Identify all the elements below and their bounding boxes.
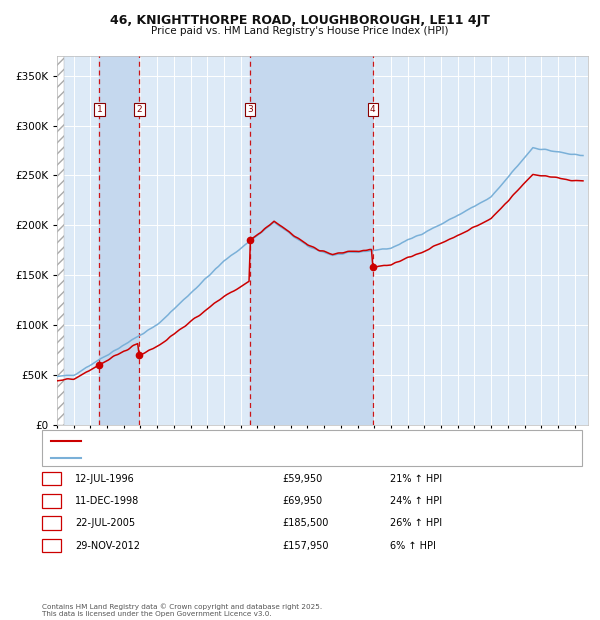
Text: 12-JUL-1996: 12-JUL-1996 bbox=[75, 474, 135, 484]
Text: 4: 4 bbox=[370, 105, 376, 114]
Text: 46, KNIGHTTHORPE ROAD, LOUGHBOROUGH, LE11 4JT (semi-detached house): 46, KNIGHTTHORPE ROAD, LOUGHBOROUGH, LE1… bbox=[85, 437, 424, 446]
Text: 4: 4 bbox=[49, 541, 55, 551]
Bar bbox=[250, 56, 373, 425]
Text: 29-NOV-2012: 29-NOV-2012 bbox=[75, 541, 140, 551]
Bar bbox=[100, 56, 139, 425]
Text: 22-JUL-2005: 22-JUL-2005 bbox=[75, 518, 135, 528]
Text: £69,950: £69,950 bbox=[282, 496, 322, 506]
Text: 11-DEC-1998: 11-DEC-1998 bbox=[75, 496, 139, 506]
Text: 24% ↑ HPI: 24% ↑ HPI bbox=[390, 496, 442, 506]
Text: 3: 3 bbox=[247, 105, 253, 114]
Text: Contains HM Land Registry data © Crown copyright and database right 2025.
This d: Contains HM Land Registry data © Crown c… bbox=[42, 603, 322, 617]
Text: HPI: Average price, semi-detached house, Charnwood: HPI: Average price, semi-detached house,… bbox=[85, 453, 317, 462]
Text: £185,500: £185,500 bbox=[282, 518, 328, 528]
Text: 3: 3 bbox=[49, 518, 55, 528]
Text: 2: 2 bbox=[49, 496, 55, 506]
Text: 2: 2 bbox=[137, 105, 142, 114]
Text: £59,950: £59,950 bbox=[282, 474, 322, 484]
Text: £157,950: £157,950 bbox=[282, 541, 329, 551]
Text: 26% ↑ HPI: 26% ↑ HPI bbox=[390, 518, 442, 528]
Text: 1: 1 bbox=[49, 474, 55, 484]
Text: 46, KNIGHTTHORPE ROAD, LOUGHBOROUGH, LE11 4JT: 46, KNIGHTTHORPE ROAD, LOUGHBOROUGH, LE1… bbox=[110, 14, 490, 27]
Text: 21% ↑ HPI: 21% ↑ HPI bbox=[390, 474, 442, 484]
Text: Price paid vs. HM Land Registry's House Price Index (HPI): Price paid vs. HM Land Registry's House … bbox=[151, 26, 449, 36]
Bar bbox=[57, 56, 64, 425]
Text: 1: 1 bbox=[97, 105, 102, 114]
Text: 6% ↑ HPI: 6% ↑ HPI bbox=[390, 541, 436, 551]
